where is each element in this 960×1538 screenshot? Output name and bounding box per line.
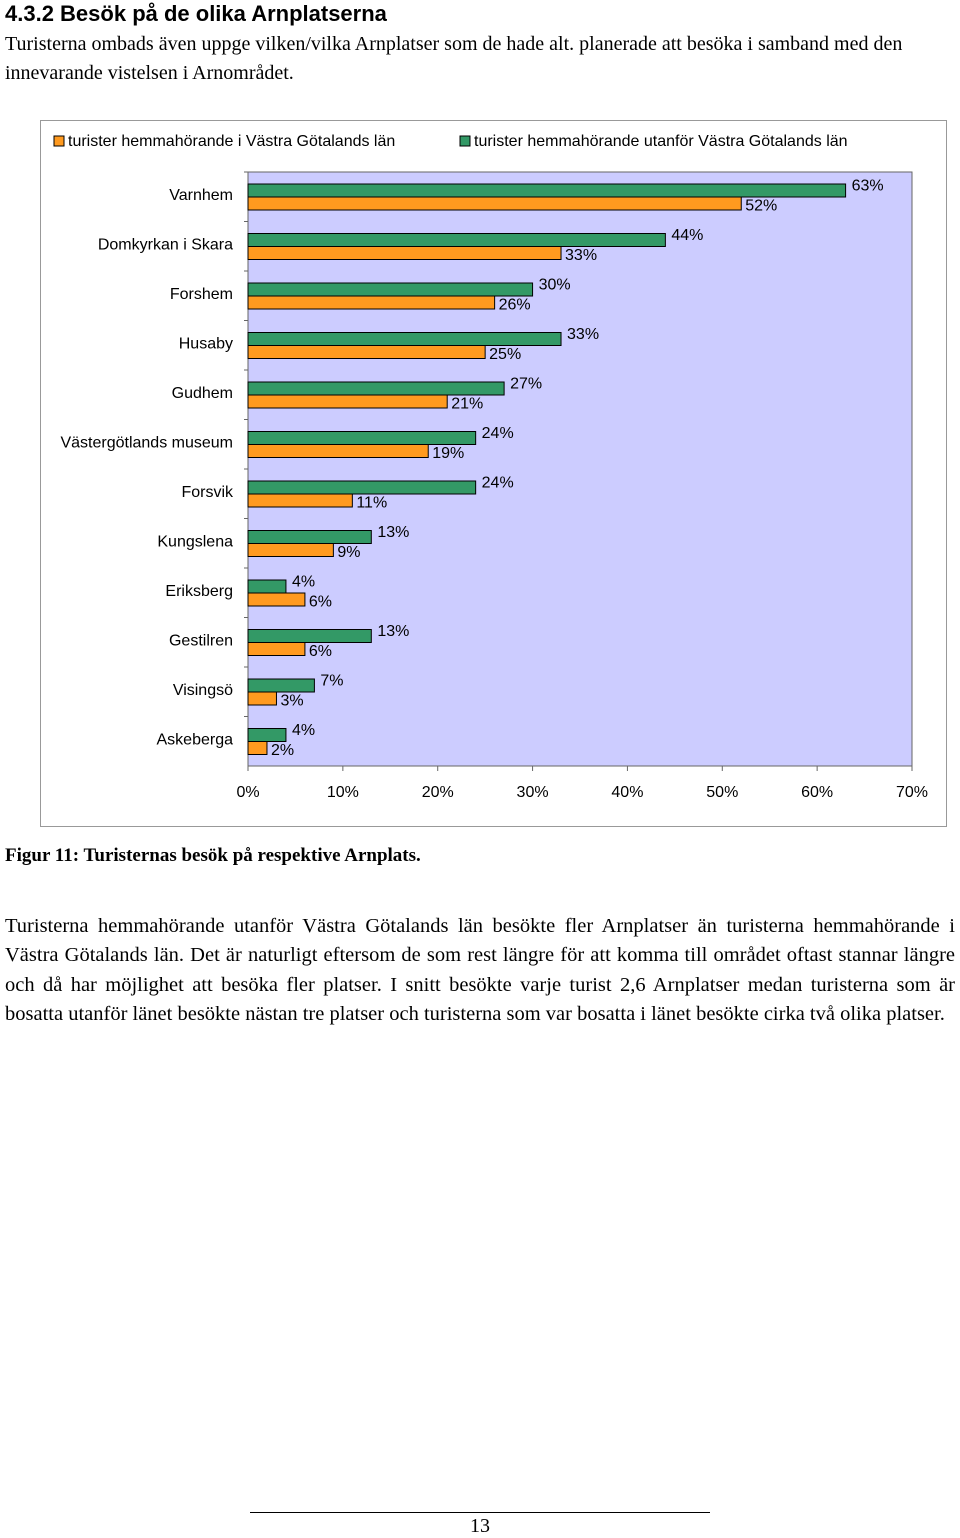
bar xyxy=(247,394,448,409)
value-label: 2% xyxy=(271,742,294,759)
x-tick-label: 10% xyxy=(327,784,359,801)
bar xyxy=(247,332,562,346)
value-label: 52% xyxy=(745,198,777,215)
bar xyxy=(247,592,306,607)
value-label: 4% xyxy=(292,574,315,591)
value-label: 13% xyxy=(377,524,409,541)
value-label: 7% xyxy=(320,673,343,690)
category-label: Forsvik xyxy=(181,484,234,501)
legend-swatch xyxy=(53,135,65,147)
value-label: 9% xyxy=(337,544,360,561)
x-tick-label: 40% xyxy=(611,784,643,801)
bar xyxy=(247,493,353,508)
value-label: 21% xyxy=(451,396,483,413)
value-label: 11% xyxy=(356,495,387,512)
value-label: 63% xyxy=(852,178,884,195)
figure-caption: Figur 11: Turisternas besök på respektiv… xyxy=(5,845,421,866)
heading: 4.3.2 Besök på de olika Arnplatserna xyxy=(5,1,387,26)
value-label: 30% xyxy=(539,277,571,294)
chart: turister hemmahörande i Västra Götalands… xyxy=(40,120,947,827)
bar xyxy=(247,183,847,198)
x-tick-label: 0% xyxy=(236,784,259,801)
category-label: Varnhem xyxy=(169,187,233,204)
bar xyxy=(247,345,486,359)
bar xyxy=(247,530,372,544)
bar xyxy=(247,629,372,643)
category-label: Gudhem xyxy=(172,385,233,402)
x-tick-label: 50% xyxy=(706,784,738,801)
category-label: Eriksberg xyxy=(165,583,233,600)
body-paragraph: Turisterna hemmahörande utanför Västra G… xyxy=(5,915,955,1025)
category-label: Husaby xyxy=(179,336,233,353)
footer-rule xyxy=(250,1512,710,1513)
page-number: 13 xyxy=(470,1515,490,1537)
value-label: 24% xyxy=(482,425,514,442)
value-label: 25% xyxy=(489,346,521,363)
value-label: 6% xyxy=(309,643,332,660)
bar xyxy=(247,579,287,594)
category-label: Domkyrkan i Skara xyxy=(98,237,233,254)
value-label: 6% xyxy=(309,594,332,611)
legend-label: turister hemmahörande utanför Västra Göt… xyxy=(474,133,848,150)
x-tick-label: 30% xyxy=(517,784,549,801)
category-label: Visingsö xyxy=(173,682,233,699)
x-tick-label: 60% xyxy=(801,784,833,801)
legend-swatch xyxy=(459,135,471,147)
bar xyxy=(247,543,334,557)
bar xyxy=(247,728,287,742)
bar xyxy=(247,444,429,458)
category-label: Kungslena xyxy=(157,534,233,551)
bar xyxy=(247,431,477,445)
legend-label: turister hemmahörande i Västra Götalands… xyxy=(68,133,395,150)
bar xyxy=(247,741,268,755)
bar xyxy=(247,295,496,310)
category-label: Gestilren xyxy=(169,633,233,650)
value-label: 3% xyxy=(280,693,303,710)
category-label: Västergötlands museum xyxy=(60,435,233,452)
plot-area xyxy=(247,171,913,767)
bar xyxy=(247,282,534,297)
category-label: Askeberga xyxy=(157,732,234,749)
bar xyxy=(247,642,306,656)
value-label: 13% xyxy=(377,623,409,640)
value-label: 4% xyxy=(292,722,315,739)
bar xyxy=(247,233,666,247)
x-tick-label: 70% xyxy=(896,784,928,801)
bar xyxy=(247,196,742,211)
category-label: Forshem xyxy=(170,286,233,303)
bar xyxy=(247,246,562,260)
bar xyxy=(247,480,477,495)
x-tick-label: 20% xyxy=(422,784,454,801)
bar xyxy=(247,691,277,706)
value-label: 33% xyxy=(565,247,597,264)
value-label: 24% xyxy=(482,475,514,492)
value-label: 44% xyxy=(671,227,703,244)
intro-paragraph: Turisterna ombads även uppge vilken/vilk… xyxy=(5,33,903,84)
value-label: 19% xyxy=(432,445,464,462)
value-label: 27% xyxy=(510,376,542,393)
bar xyxy=(247,381,505,396)
bar xyxy=(247,678,315,693)
value-label: 33% xyxy=(567,326,599,343)
value-label: 26% xyxy=(499,297,531,314)
